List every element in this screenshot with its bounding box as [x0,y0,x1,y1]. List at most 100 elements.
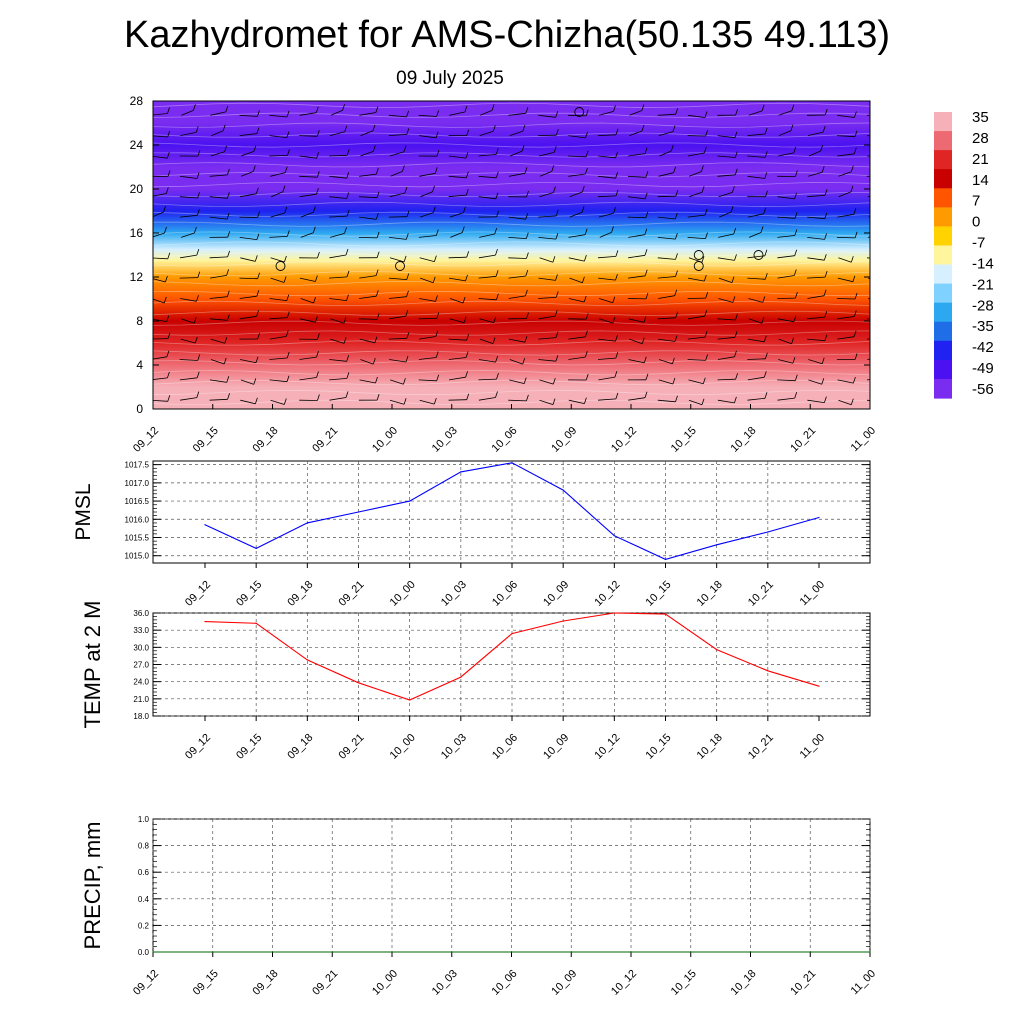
wind-barb-flag [673,166,676,173]
wind-barb [837,153,855,157]
y-tick-label: 0.2 [138,921,150,930]
wind-barb-flag [317,333,320,340]
wind-barb-flag [345,391,349,398]
wind-barb-flag [257,272,260,279]
wind-barb-flag [552,398,556,405]
wind-barb-flag [346,209,350,217]
wind-barb-flag [434,167,438,174]
wind-barb-flag [765,352,768,359]
wind-barb-flag [495,192,499,199]
wind-barb-flag [286,230,290,237]
wind-barb-flag [495,355,498,363]
y-tick-label: 30.0 [133,643,149,652]
wind-barb-flag [495,148,499,155]
x-tick-label: 09_12 [183,732,213,762]
wind-barb-flag [286,131,290,138]
wind-barb-flag [555,209,559,217]
wind-barb-flag [794,249,798,256]
wind-barb-flag [795,170,798,177]
wind-barb-flag [316,152,319,159]
wind-barb [448,338,467,341]
wind-barb [539,192,554,198]
wind-barb [718,298,734,303]
wind-barb-flag [854,292,858,300]
wind-barb [628,359,645,364]
wind-barb-flag [406,210,410,217]
wind-barb-flag [376,393,380,401]
wind-barb [269,336,287,340]
wind-barb [419,336,436,340]
wind-barb-flag [256,233,260,240]
wind-barb [209,296,228,299]
contour-line [153,221,870,227]
wind-barb [599,318,614,324]
wind-barb-flag [286,311,290,318]
wind-barb [388,296,407,299]
wind-barb-flag [315,316,318,323]
wind-barb [153,135,168,138]
wind-barb [448,175,467,179]
wind-barb-flag [643,356,647,363]
x-tick-label: 10_06 [490,968,520,998]
wind-barb-flag [167,252,171,259]
wind-barb-flag [853,147,857,154]
wind-barb-flag [615,172,618,179]
wind-barb [747,376,765,381]
wind-barb-flag [165,275,168,283]
wind-barb [568,257,585,262]
y-tick-label: 1.0 [138,815,150,824]
wind-barb-flag [227,231,231,238]
wind-barb [568,234,586,238]
wind-barb [418,235,437,238]
x-tick-label: 10_12 [592,732,622,762]
wind-barb-flag [701,398,705,405]
wind-barb [478,196,496,200]
wind-barb-flag [343,337,347,344]
wind-barb [657,216,676,220]
wind-barb-flag [196,371,200,378]
wind-barb-flag [284,255,287,263]
wind-barb-flag [884,315,886,321]
wind-barb-flag [316,171,320,178]
wind-barb [508,172,526,177]
wind-barb [329,276,348,279]
x-tick-label: 09_18 [285,579,315,609]
wind-barb-flag [283,276,287,283]
wind-barb-flag [255,187,259,194]
wind-barb-flag [432,276,436,283]
wind-barb [240,151,255,157]
wind-barb-flag [466,393,470,400]
contour-line [153,241,870,247]
wind-barb [568,298,585,303]
wind-barb-flag [552,256,556,263]
x-tick-label: 10_18 [729,425,759,455]
calm-circle-marker [275,261,286,271]
data-point [630,951,632,953]
wind-barb [418,135,437,139]
wind-barb-flag [733,227,737,235]
wind-barb-flag [703,146,707,154]
x-tick-label: 10_15 [669,425,699,455]
wind-barb-flag [791,104,795,111]
wind-barb [269,236,288,238]
wind-barb-flag [794,391,798,399]
wind-barb-flag [552,377,556,385]
wind-barb-flag [226,290,230,297]
wind-barb-flag [167,107,170,114]
wind-barb-flag [163,296,167,304]
colorbar-label: 0 [972,214,980,231]
wind-barb [508,295,526,299]
wind-barb [209,216,228,220]
wind-barb [658,379,674,385]
wind-barb-flag [525,213,529,220]
wind-barb [837,336,855,340]
wind-barb-flag [735,313,738,321]
wind-barb [180,132,197,136]
wind-barb-flag [760,226,764,233]
wind-barb [657,338,676,342]
wind-barb [479,130,494,136]
wind-barb [329,196,347,199]
wind-barb-flag [257,110,260,117]
wind-barb-flag [252,165,256,172]
wind-barb-flag [555,274,558,281]
